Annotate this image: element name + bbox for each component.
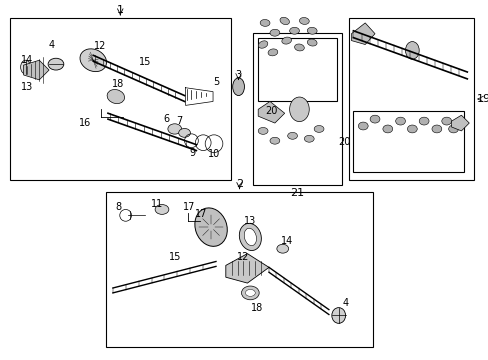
Bar [253,33,341,185]
Ellipse shape [289,97,308,122]
Bar [258,38,336,102]
Text: 8: 8 [116,202,122,212]
Ellipse shape [282,37,291,44]
Ellipse shape [178,129,190,137]
Ellipse shape [294,44,304,51]
Text: 9: 9 [189,148,195,158]
Ellipse shape [232,78,244,95]
Ellipse shape [194,208,227,246]
Text: 20: 20 [264,106,277,116]
Polygon shape [258,102,284,123]
Text: 15: 15 [139,57,151,67]
Text: 5: 5 [212,77,219,87]
Ellipse shape [418,117,428,125]
Polygon shape [351,23,374,45]
Ellipse shape [304,135,313,142]
Bar [353,111,464,172]
Text: 2: 2 [236,179,243,189]
Ellipse shape [313,126,324,132]
Text: 13: 13 [244,216,256,226]
Ellipse shape [395,117,405,125]
Ellipse shape [405,41,418,59]
Bar [106,192,372,347]
Text: 11: 11 [151,199,163,208]
Text: 3: 3 [235,70,241,80]
Text: 12: 12 [237,252,249,262]
Ellipse shape [241,286,259,300]
Ellipse shape [269,137,279,144]
Polygon shape [451,115,468,131]
Ellipse shape [306,39,316,46]
Ellipse shape [287,132,297,139]
Ellipse shape [107,90,124,104]
Ellipse shape [245,289,255,296]
Text: 18: 18 [250,303,263,312]
Ellipse shape [289,27,299,34]
Ellipse shape [358,122,367,130]
Polygon shape [225,254,268,283]
Bar [348,18,473,180]
Ellipse shape [269,29,279,36]
Text: 1: 1 [117,5,123,15]
Ellipse shape [258,127,267,134]
Ellipse shape [441,117,451,125]
Ellipse shape [407,125,416,133]
Text: 15: 15 [168,252,181,262]
Text: 4: 4 [49,40,55,50]
Text: 4: 4 [342,298,348,308]
Text: 10: 10 [207,149,220,159]
Ellipse shape [369,115,379,123]
Text: 14: 14 [21,55,34,65]
Ellipse shape [258,41,267,48]
Text: 16: 16 [79,118,91,128]
Ellipse shape [48,58,63,70]
Text: 13: 13 [21,82,34,92]
Text: 6: 6 [163,114,170,124]
Ellipse shape [299,17,308,24]
Text: 14: 14 [280,236,292,246]
Ellipse shape [431,125,441,133]
Bar [10,18,230,180]
Ellipse shape [20,60,30,74]
Ellipse shape [260,19,269,26]
Text: 18: 18 [111,79,123,89]
Ellipse shape [239,223,261,251]
Text: 17: 17 [195,210,207,219]
Ellipse shape [276,244,288,253]
Ellipse shape [244,228,256,246]
Ellipse shape [267,49,277,56]
Ellipse shape [331,308,345,323]
Polygon shape [23,60,49,80]
Text: 19: 19 [476,94,488,104]
Ellipse shape [155,204,168,214]
Ellipse shape [307,27,316,35]
Ellipse shape [80,49,106,72]
Text: 7: 7 [176,116,183,126]
Text: 12: 12 [94,41,106,51]
Text: 17: 17 [183,202,195,212]
Ellipse shape [382,125,392,133]
Text: 21: 21 [290,188,304,198]
Ellipse shape [448,125,458,133]
Text: 20: 20 [337,137,350,147]
Ellipse shape [167,124,181,134]
Ellipse shape [280,17,289,25]
